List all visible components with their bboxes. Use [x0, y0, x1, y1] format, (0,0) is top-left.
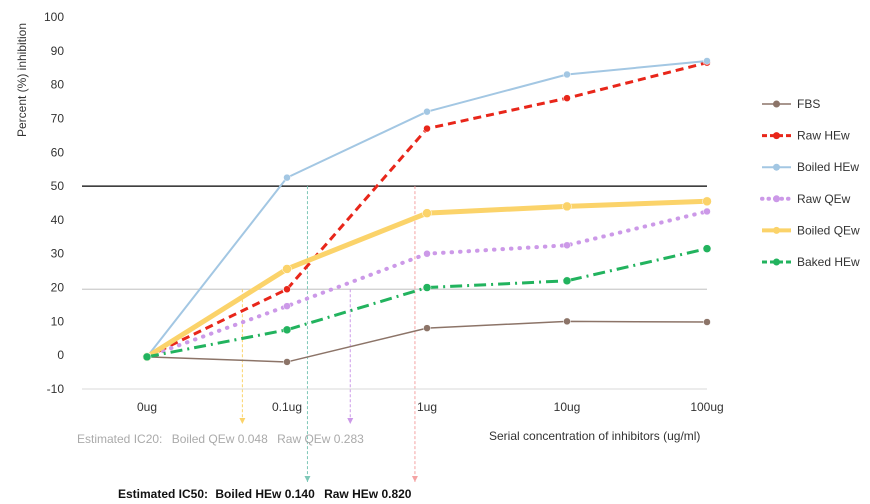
series-layer [142, 57, 712, 366]
legend-swatch-marker [773, 163, 780, 171]
ic20-guide-0-arrow [239, 418, 246, 424]
legend: FBS Raw HEw Boiled HEw Raw QEw Boiled QEw Bak… [760, 97, 860, 269]
ic50-raw-hew: Raw HEw 0.820 [324, 487, 412, 501]
data-point [423, 107, 431, 116]
y-tick-label: 40 [51, 213, 65, 227]
legend-item: Boiled HEw [762, 160, 859, 174]
data-point [702, 244, 712, 253]
ic20-annotation: Estimated IC20: Boiled QEw 0.048 Raw QEw… [77, 432, 364, 446]
data-point [563, 70, 571, 79]
y-tick-label: 20 [51, 281, 65, 295]
reference-lines [82, 185, 707, 290]
data-point [282, 325, 292, 335]
data-point [703, 318, 711, 326]
data-point [422, 283, 432, 292]
x-tick-label: 1ug [417, 400, 437, 414]
data-point [283, 173, 291, 182]
ic50-annotation: Estimated IC50: Boiled HEw 0.140 Raw HEw… [118, 487, 412, 501]
legend-label: Raw QEw [797, 192, 851, 206]
y-tick-label: 10 [51, 314, 65, 328]
series-line [144, 198, 710, 360]
legend-swatch-marker [773, 132, 780, 140]
x-axis: 0ug 0.1ug 1ug 10ug 100ug [82, 388, 724, 414]
data-point [423, 324, 431, 332]
ic20-label: Estimated IC20: [77, 432, 162, 446]
y-tick-label: 90 [51, 44, 65, 58]
legend-label: FBS [797, 97, 820, 111]
data-point [563, 241, 571, 250]
data-point [562, 201, 572, 212]
y-axis-title: Percent (%) inhibition [15, 23, 29, 137]
ic50-guide-1-arrow [411, 476, 418, 482]
ic20-boiled-qew: Boiled QEw 0.048 [172, 432, 268, 446]
ic50-boiled-hew: Boiled HEw 0.140 [215, 487, 315, 501]
data-point [422, 208, 432, 218]
data-point [703, 57, 711, 65]
data-point [423, 124, 431, 133]
legend-swatch-marker [773, 258, 780, 266]
legend-label: Raw HEw [797, 129, 850, 143]
legend-item: Raw QEw [760, 192, 851, 206]
legend-item: Baked HEw [762, 255, 860, 269]
data-point [562, 276, 572, 286]
legend-swatch-marker [773, 195, 780, 203]
legend-item: Boiled QEw [762, 223, 860, 237]
ic20-guide-1-arrow [347, 418, 354, 424]
legend-item: Raw HEw [762, 129, 850, 143]
data-point [283, 358, 291, 366]
legend-label: Boiled HEw [797, 160, 859, 174]
data-point [283, 285, 291, 293]
ic50-label: Estimated IC50: [118, 487, 208, 501]
y-tick-label: 0 [57, 348, 64, 362]
x-tick-label: 0.1ug [272, 400, 302, 414]
y-tick-label: 100 [44, 10, 64, 24]
legend-label: Baked HEw [797, 255, 860, 269]
series-baked-hew [142, 244, 712, 362]
x-axis-title: Serial concentration of inhibitors (ug/m… [489, 429, 700, 443]
y-tick-label: 60 [51, 145, 65, 159]
data-point [282, 264, 292, 274]
ic20-raw-qew: Raw QEw 0.283 [277, 432, 364, 446]
data-point [563, 317, 571, 326]
y-tick-label: 30 [51, 247, 65, 261]
data-point [142, 352, 152, 362]
y-axis: -10 0 10 20 30 40 50 60 70 80 90 100 [44, 10, 64, 396]
y-tick-label: -10 [47, 382, 65, 396]
legend-label: Boiled QEw [797, 223, 860, 237]
legend-swatch-marker [773, 226, 780, 234]
x-tick-label: 100ug [690, 400, 723, 414]
y-tick-label: 70 [51, 111, 65, 125]
data-point [563, 94, 571, 102]
series-boiled-qew [142, 196, 712, 362]
legend-item: FBS [762, 97, 820, 111]
x-tick-label: 10ug [554, 400, 581, 414]
y-tick-label: 50 [51, 179, 65, 193]
y-tick-label: 80 [51, 78, 65, 92]
x-tick-label: 0ug [137, 400, 157, 414]
legend-swatch-marker [773, 100, 780, 108]
data-point [423, 249, 431, 258]
data-point [702, 196, 712, 207]
data-point [283, 302, 291, 310]
data-point [703, 207, 711, 216]
ic50-guide-0-arrow [304, 476, 311, 482]
